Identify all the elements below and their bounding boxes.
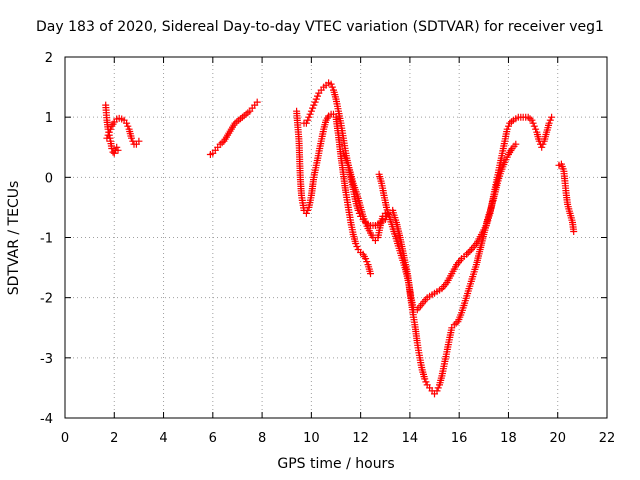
data-point [124, 122, 132, 130]
data-point [512, 140, 520, 148]
plot-frame [64, 56, 608, 419]
data-point [327, 80, 335, 88]
data-point [310, 101, 318, 109]
data-point [309, 104, 317, 112]
x-tick-label: 14 [402, 431, 419, 446]
y-tick-label: -3 [40, 352, 53, 367]
data-point [113, 143, 121, 151]
y-tick-label: -4 [40, 412, 53, 427]
data-point [105, 128, 113, 136]
plot-border [64, 56, 608, 419]
data-point [363, 258, 371, 266]
data-point [104, 131, 112, 139]
x-tick-label: 8 [258, 431, 266, 446]
data-point [128, 134, 135, 142]
data-point [129, 137, 137, 145]
x-tick-label: 12 [352, 431, 369, 446]
data-point [433, 387, 441, 395]
y-tick-label: 2 [45, 51, 53, 66]
data-point [311, 98, 319, 106]
data-point [538, 143, 546, 151]
data-point [422, 378, 430, 386]
data-point [503, 125, 511, 133]
data-point [352, 240, 360, 247]
data-point [107, 125, 115, 133]
y-tick-label: -2 [40, 292, 53, 307]
data-point [108, 145, 116, 152]
x-tick-label: 20 [549, 431, 566, 446]
x-tick-label: 4 [159, 431, 167, 446]
data-point [464, 249, 472, 257]
data-point [421, 375, 429, 383]
data-point [466, 247, 474, 255]
data-point [529, 119, 537, 127]
data-point [362, 255, 370, 263]
data-point [328, 83, 336, 91]
data-point [434, 384, 442, 392]
x-axis-label: GPS time / hours [277, 456, 395, 472]
data-point [548, 113, 556, 121]
y-tick-label: 1 [45, 111, 53, 126]
data-point [314, 92, 321, 100]
data-point [307, 107, 315, 115]
data-point [539, 140, 547, 148]
data-point [305, 113, 313, 121]
chart-title: Day 183 of 2020, Sidereal Day-to-day VTE… [36, 19, 604, 35]
x-tick-label: 10 [303, 431, 320, 446]
data-point [530, 122, 538, 130]
y-tick-label: -1 [40, 232, 53, 247]
x-tick-label: 18 [500, 431, 517, 446]
y-tick-label: 0 [45, 171, 53, 186]
data-point [123, 119, 131, 127]
data-point [546, 116, 554, 124]
data-point [528, 116, 536, 124]
data-point [570, 228, 578, 235]
data-point [304, 206, 312, 214]
data-point [135, 137, 143, 145]
grid-lines [65, 57, 607, 418]
data-point [353, 243, 361, 250]
data-point [306, 110, 314, 118]
data-point [312, 95, 320, 103]
x-tick-label: 22 [599, 431, 616, 446]
data-point [532, 125, 540, 133]
data-point [505, 122, 512, 130]
data-point [110, 149, 118, 157]
x-tick-label: 6 [209, 431, 217, 446]
x-tick-label: 16 [451, 431, 468, 446]
data-point [463, 250, 471, 258]
x-tick-label: 0 [61, 431, 69, 446]
data-point [302, 119, 310, 127]
data-point [103, 134, 111, 142]
data-point [304, 116, 312, 124]
data-point [114, 146, 122, 154]
data-points [102, 79, 578, 398]
x-tick-label: 2 [110, 431, 118, 446]
data-point [545, 119, 553, 127]
data-point [253, 98, 261, 106]
data-point [302, 209, 310, 217]
y-axis-label: SDTVAR / TECUs [6, 180, 22, 296]
data-point [367, 270, 374, 278]
